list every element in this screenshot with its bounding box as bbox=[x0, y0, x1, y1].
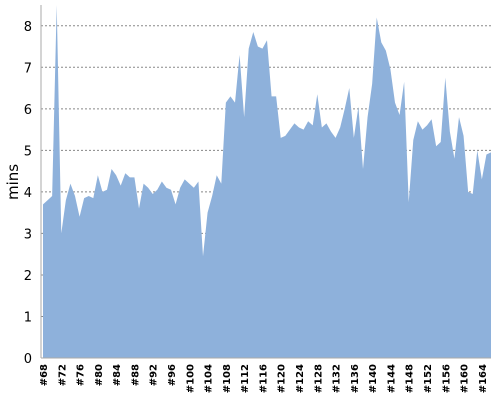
x-tick-label: #148 bbox=[405, 364, 416, 393]
y-tick-label: 7 bbox=[24, 61, 32, 76]
x-tick-label: #76 bbox=[76, 364, 87, 386]
x-tick-label: #140 bbox=[368, 364, 379, 393]
x-tick-label: #80 bbox=[94, 364, 105, 386]
x-tick-label: #132 bbox=[332, 364, 343, 393]
x-tick-label: #112 bbox=[240, 364, 251, 393]
x-tick-label: #96 bbox=[167, 364, 178, 386]
x-tick-label: #156 bbox=[441, 364, 452, 393]
y-tick-label: 0 bbox=[24, 352, 32, 367]
x-tick-label: #160 bbox=[460, 364, 471, 393]
x-tick-label: #68 bbox=[39, 364, 50, 386]
y-tick-label: 2 bbox=[24, 269, 32, 284]
x-tick-label: #72 bbox=[57, 364, 68, 386]
y-tick-label: 5 bbox=[24, 144, 32, 159]
x-tick-label: #124 bbox=[295, 364, 306, 393]
x-tick-label: #152 bbox=[423, 364, 434, 393]
x-tick-label: #164 bbox=[478, 364, 489, 393]
y-tick-label: 1 bbox=[24, 310, 32, 325]
x-tick-label: #92 bbox=[149, 364, 160, 386]
x-tick-label: #100 bbox=[185, 364, 196, 393]
x-tick-label: #88 bbox=[130, 364, 141, 386]
y-tick-label: 4 bbox=[24, 186, 32, 201]
x-tick-label: #116 bbox=[258, 364, 269, 393]
x-tick-label: #120 bbox=[277, 364, 288, 393]
x-tick-label: #84 bbox=[112, 364, 123, 386]
y-tick-label: 6 bbox=[24, 103, 32, 118]
x-tick-label: #144 bbox=[386, 364, 397, 393]
y-axis-label: mins bbox=[4, 164, 22, 200]
x-tick-label: #104 bbox=[204, 364, 215, 393]
x-tick-label: #108 bbox=[222, 364, 233, 393]
x-tick-label: #136 bbox=[350, 364, 361, 393]
y-tick-label: 3 bbox=[24, 227, 32, 242]
area bbox=[43, 5, 491, 358]
x-tick-label: #128 bbox=[313, 364, 324, 393]
y-tick-label: 8 bbox=[24, 20, 32, 35]
